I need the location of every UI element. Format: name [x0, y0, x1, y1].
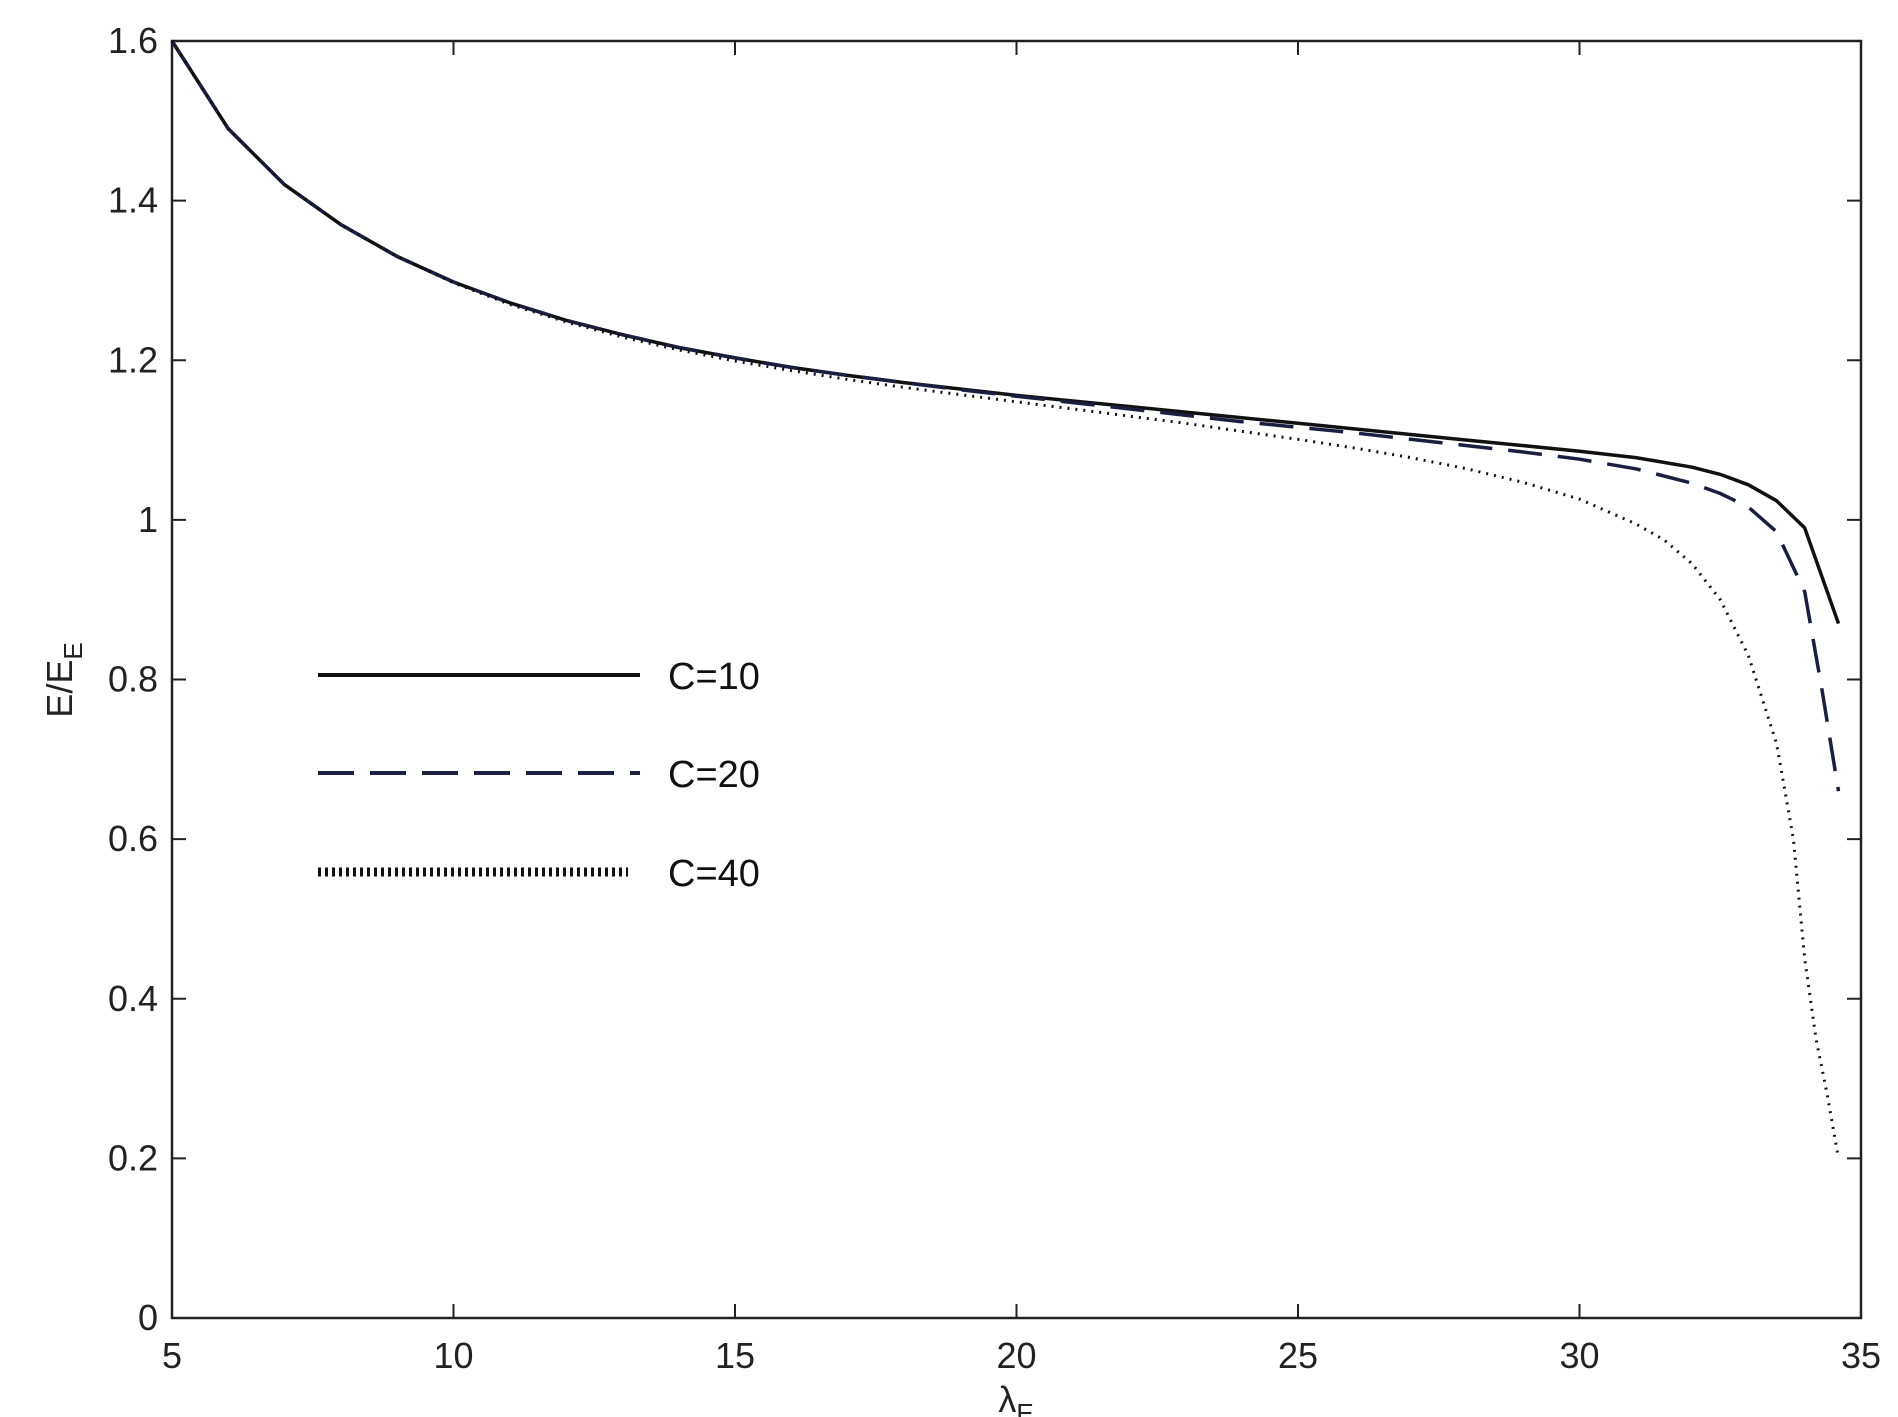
x-tick-label: 5 [162, 1335, 182, 1376]
y-tick-label: 1 [138, 499, 158, 540]
y-axis-label-main: E/E [39, 660, 80, 718]
legend-label: C=40 [668, 853, 760, 895]
x-axis-label-main: λ [998, 1379, 1016, 1417]
x-axis-label: λE [998, 1379, 1033, 1417]
plot-frame [170, 39, 1863, 1320]
x-tick-label: 15 [715, 1335, 755, 1376]
y-axis-label: E/EE [39, 642, 88, 717]
y-tick-label: 1.6 [108, 20, 158, 61]
legend-label: C=10 [668, 656, 760, 698]
series-line-c-20 [170, 40, 1841, 792]
x-tick-label: 25 [1278, 1335, 1318, 1376]
legend: C=10 C=20 C=40 [318, 656, 760, 895]
series-layer [170, 40, 1841, 1159]
x-axis-label-sub: E [1016, 1398, 1033, 1417]
x-tick-label: 35 [1841, 1335, 1881, 1376]
legend-label: C=20 [668, 754, 760, 796]
y-tick-label: 0.4 [108, 978, 158, 1019]
y-tick-label: 0.2 [108, 1137, 158, 1178]
series-line-c-10 [170, 40, 1841, 625]
x-tick-label: 10 [433, 1335, 473, 1376]
axis-ticks: 5 10 15 20 25 30 35 0 0.2 0.4 0.6 0.8 1 1.2 1.4 1.6 [108, 20, 1881, 1376]
y-tick-label: 0 [138, 1297, 158, 1338]
y-tick-label: 1.4 [108, 180, 158, 221]
x-tick-label: 30 [1559, 1335, 1599, 1376]
y-tick-label: 0.8 [108, 659, 158, 700]
y-axis-label-sub: E [58, 642, 88, 659]
series-line-c-40 [170, 40, 1840, 1159]
y-tick-label: 0.6 [108, 818, 158, 859]
y-tick-label: 1.2 [108, 339, 158, 380]
x-tick-label: 20 [996, 1335, 1036, 1376]
